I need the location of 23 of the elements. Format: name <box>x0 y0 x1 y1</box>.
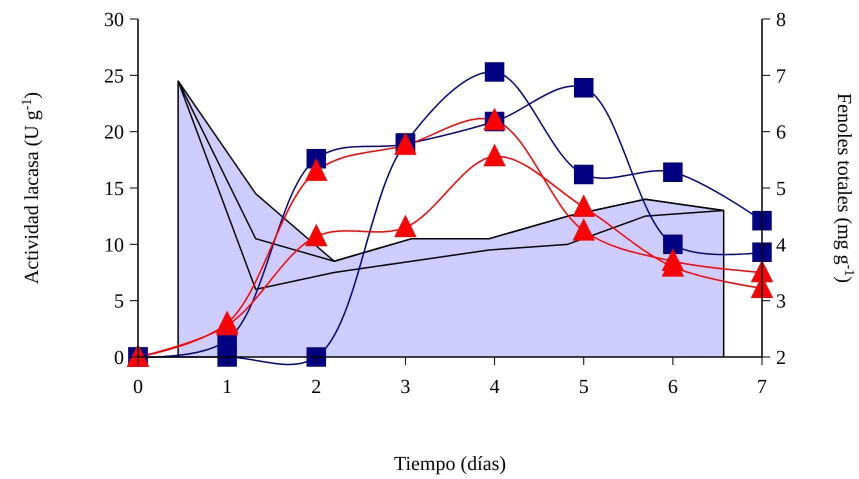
y-tick-label: 20 <box>104 122 124 144</box>
y-tick-label: 25 <box>104 65 124 88</box>
x-tick-label: 3 <box>400 376 410 398</box>
y2-tick-label: 7 <box>776 65 786 88</box>
x-axis-title: Tiempo (días) <box>394 453 506 475</box>
x-tick-label: 1 <box>222 376 232 398</box>
y2-tick-label: 6 <box>776 122 786 144</box>
y-tick-label: 30 <box>104 9 124 31</box>
x-tick-label: 2 <box>311 376 322 398</box>
y-tick-label: 10 <box>104 234 124 256</box>
y2-tick-label: 8 <box>776 9 786 31</box>
y2-tick-label: 4 <box>776 234 786 256</box>
y-tick-label: 15 <box>104 178 124 200</box>
y-tick-label: 5 <box>114 290 124 313</box>
y2-tick-label: 3 <box>776 290 786 313</box>
x-tick-label: 7 <box>757 376 767 398</box>
y2-tick-label: 2 <box>776 347 786 369</box>
x-tick-label: 4 <box>490 376 500 398</box>
y2-tick-label: 5 <box>776 178 786 200</box>
y-tick-label: 0 <box>114 347 124 369</box>
x-tick-label: 5 <box>578 376 589 398</box>
x-tick-label: 6 <box>668 376 678 398</box>
x-tick-label: 0 <box>133 376 143 398</box>
